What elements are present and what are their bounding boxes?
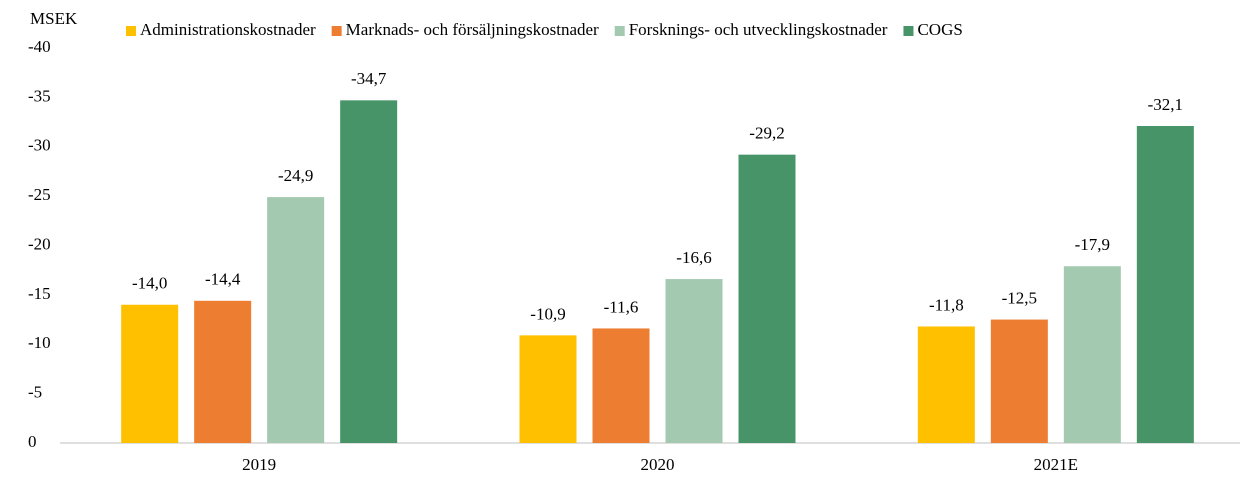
legend-label: Administrationskostnader — [140, 20, 316, 39]
bar — [990, 319, 1048, 443]
bar — [267, 197, 325, 443]
legend-swatch — [614, 26, 625, 36]
value-label: -16,6 — [676, 248, 711, 267]
bar — [1063, 266, 1121, 443]
value-label: -29,2 — [749, 124, 784, 143]
bar — [340, 100, 398, 444]
bar — [665, 279, 723, 443]
y-tick-label: -30 — [28, 136, 51, 155]
y-tick-label: -40 — [28, 37, 51, 56]
y-tick-label: -15 — [28, 284, 51, 303]
value-label: -12,5 — [1002, 288, 1037, 307]
value-label: -11,8 — [929, 295, 964, 314]
y-tick-label: -25 — [28, 185, 51, 204]
bar — [738, 154, 796, 443]
bar — [917, 326, 975, 443]
legend-label: Forsknings- och utvecklingskostnader — [629, 20, 888, 39]
y-tick-label: -10 — [28, 333, 51, 352]
bar — [519, 335, 577, 443]
legend-label: Marknads- och försäljningskostnader — [346, 20, 599, 39]
y-tick-label: -35 — [28, 86, 51, 105]
bar — [121, 304, 179, 443]
legend-label: COGS — [917, 20, 962, 39]
bar — [592, 328, 650, 443]
y-tick-label: -20 — [28, 234, 51, 253]
x-tick-label: 2021E — [1034, 455, 1078, 474]
value-label: -14,4 — [205, 270, 241, 289]
x-tick-label: 2019 — [242, 455, 276, 474]
bar — [194, 300, 252, 443]
value-label: -14,0 — [132, 274, 167, 293]
value-label: -17,9 — [1075, 235, 1110, 254]
value-label: -34,7 — [351, 69, 387, 88]
bar — [1136, 126, 1194, 443]
legend-swatch — [331, 26, 342, 36]
y-axis-label: MSEK — [30, 9, 78, 28]
y-tick-label: -5 — [28, 383, 42, 402]
y-tick-label: 0 — [28, 432, 37, 451]
value-label: -32,1 — [1148, 95, 1183, 114]
legend-swatch — [903, 26, 914, 36]
value-label: -11,6 — [604, 297, 639, 316]
value-label: -10,9 — [530, 304, 565, 323]
legend-swatch — [126, 26, 136, 36]
value-label: -24,9 — [278, 166, 313, 185]
x-tick-label: 2020 — [641, 455, 675, 474]
